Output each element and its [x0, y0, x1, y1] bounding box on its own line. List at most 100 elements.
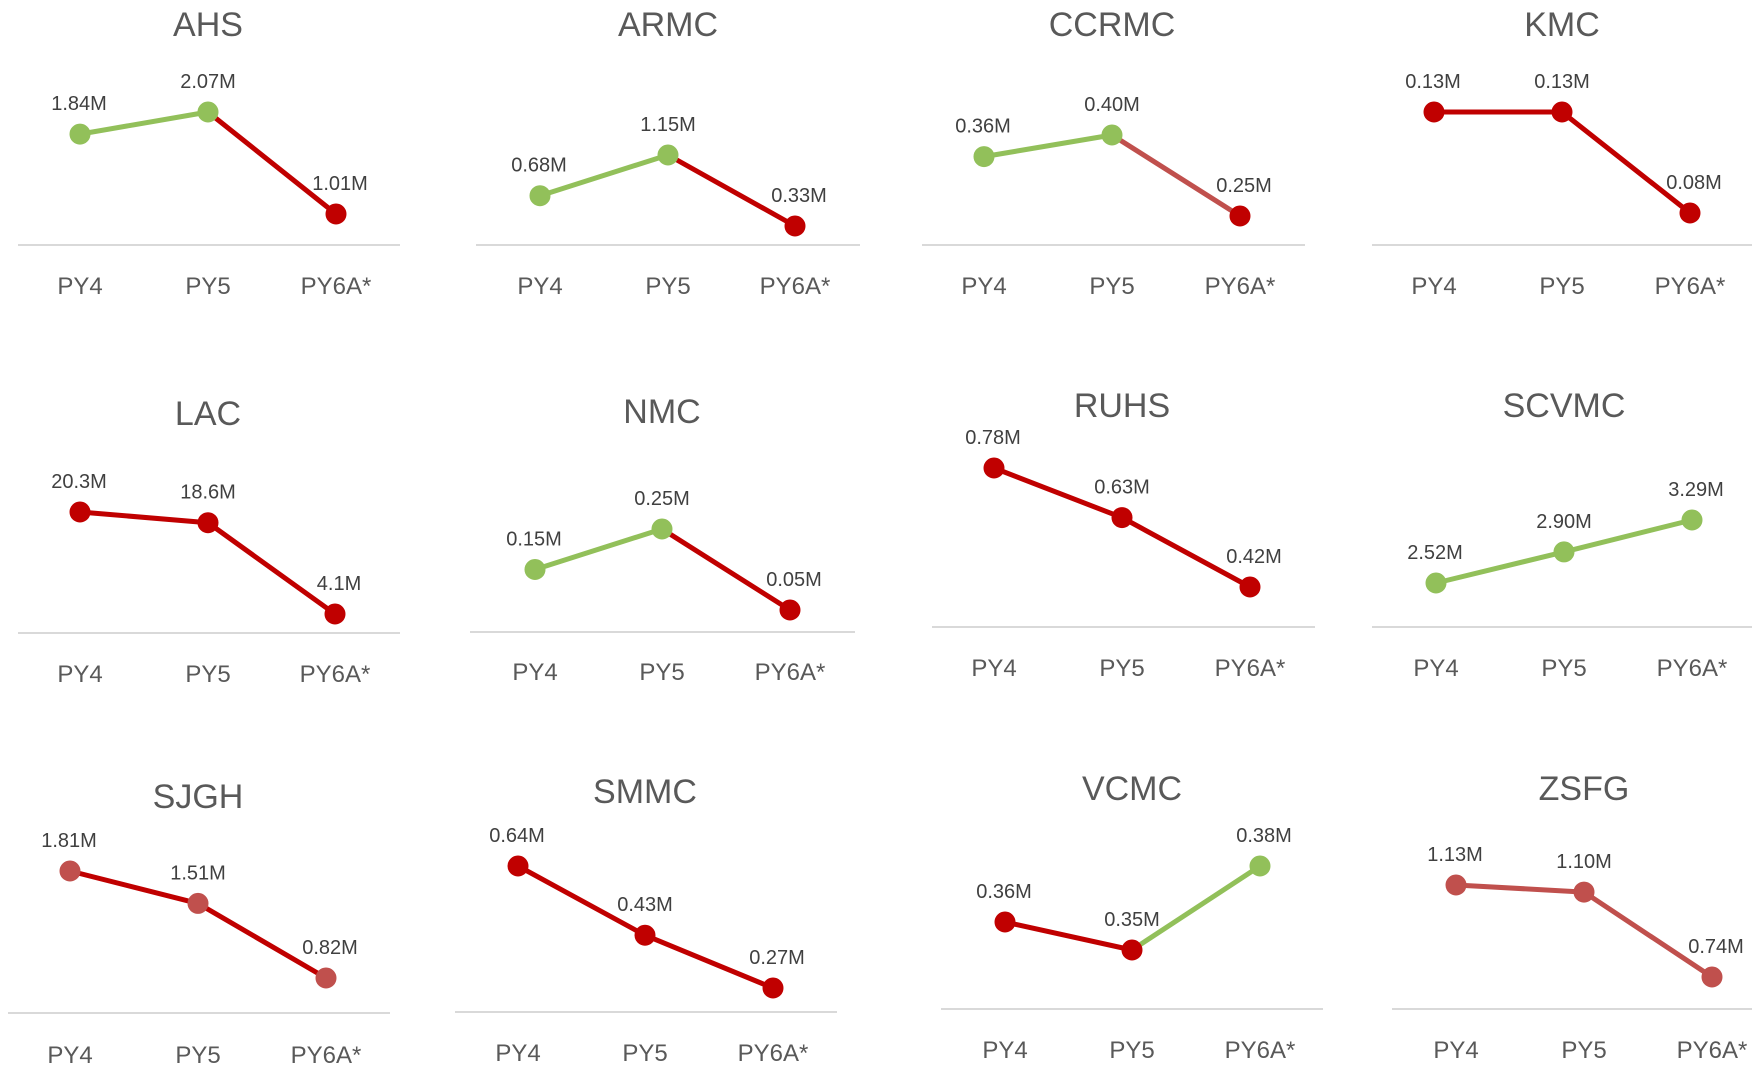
data-label: 3.29M — [1668, 479, 1724, 501]
data-point — [762, 977, 784, 999]
data-label: 0.40M — [1084, 94, 1140, 116]
data-label: 0.42M — [1226, 546, 1282, 568]
data-point — [973, 146, 995, 168]
x-tick-label: PY5 — [1099, 655, 1144, 682]
data-point — [69, 123, 91, 145]
chart-title: ARMC — [618, 6, 718, 44]
data-label: 4.1M — [317, 573, 361, 595]
series-line-segment — [205, 109, 339, 217]
x-tick-label: PY5 — [185, 661, 230, 688]
data-label: 1.51M — [170, 862, 226, 884]
x-tick-label: PY4 — [47, 1042, 92, 1067]
data-point — [1445, 874, 1467, 896]
data-label: 0.13M — [1405, 71, 1461, 93]
x-tick-label: PY4 — [57, 273, 102, 300]
data-label: 0.36M — [976, 881, 1032, 903]
chart-title: NMC — [623, 393, 700, 431]
data-point — [983, 457, 1005, 479]
data-label: 18.6M — [180, 482, 236, 504]
data-point — [1553, 541, 1575, 563]
data-point — [657, 144, 679, 166]
data-label: 0.64M — [489, 825, 545, 847]
data-point — [1425, 572, 1447, 594]
data-point — [315, 967, 337, 989]
data-label: 0.35M — [1104, 909, 1160, 931]
data-point — [1423, 101, 1445, 123]
x-tick-label: PY5 — [1541, 655, 1586, 682]
data-label: 0.27M — [749, 947, 805, 969]
chart-title: CCRMC — [1049, 6, 1176, 44]
series-line-segment — [67, 868, 201, 906]
data-point — [994, 911, 1016, 933]
data-label: 0.25M — [634, 488, 690, 510]
data-label: 0.43M — [617, 894, 673, 916]
data-point — [59, 860, 81, 882]
data-label: 0.78M — [965, 427, 1021, 449]
x-tick-label: PY5 — [1109, 1037, 1154, 1064]
x-tick-label: PY4 — [512, 659, 557, 686]
x-tick-label: PY6A* — [1677, 1037, 1748, 1064]
data-label: 1.84M — [51, 93, 107, 115]
series-line-segment — [1119, 515, 1253, 590]
x-tick-label: PY4 — [517, 273, 562, 300]
chart-title: RUHS — [1074, 387, 1170, 425]
chart-title: KMC — [1524, 6, 1600, 44]
chart-title: SCVMC — [1503, 387, 1626, 425]
chart-title: LAC — [175, 395, 241, 433]
series-line-segment — [991, 465, 1125, 521]
series-line-segment — [659, 526, 793, 613]
x-tick-label: PY6A* — [1225, 1037, 1296, 1064]
data-label: 0.05M — [766, 569, 822, 591]
data-point — [1551, 101, 1573, 123]
series-line-segment — [77, 109, 211, 137]
data-label: 1.01M — [312, 173, 368, 195]
x-tick-label: PY6A* — [755, 659, 826, 686]
series-line-segment — [205, 520, 338, 617]
x-tick-label: PY6A* — [1657, 655, 1728, 682]
series-line-segment — [532, 526, 665, 572]
series-line-segment — [1109, 132, 1243, 219]
data-point — [1249, 855, 1271, 877]
series-line-segment — [642, 932, 776, 991]
x-tick-label: PY4 — [971, 655, 1016, 682]
x-tick-label: PY4 — [1411, 273, 1456, 300]
series-line-segment — [1581, 889, 1715, 980]
chart-title: AHS — [173, 6, 243, 44]
x-tick-label: PY6A* — [760, 273, 831, 300]
data-label: 0.36M — [955, 116, 1011, 138]
data-point — [197, 101, 219, 123]
x-tick-label: PY5 — [1539, 273, 1584, 300]
data-point — [325, 203, 347, 225]
data-label: 2.07M — [180, 71, 236, 93]
chart-title: SMMC — [593, 773, 697, 811]
data-point — [779, 599, 801, 621]
data-point — [1121, 939, 1143, 961]
series-line-segment — [1433, 549, 1567, 586]
data-point — [507, 855, 529, 877]
x-tick-label: PY6A* — [300, 661, 371, 688]
series-line-segment — [1561, 517, 1695, 555]
x-tick-label: PY5 — [622, 1040, 667, 1067]
data-point — [197, 512, 219, 534]
x-tick-label: PY4 — [982, 1037, 1027, 1064]
data-point — [1681, 509, 1703, 531]
data-point — [1229, 205, 1251, 227]
data-point — [1679, 202, 1701, 224]
data-label: 0.74M — [1688, 936, 1744, 958]
data-point — [1239, 576, 1261, 598]
data-label: 0.08M — [1666, 172, 1722, 194]
series-line-segment — [1559, 109, 1693, 216]
x-tick-label: PY5 — [185, 273, 230, 300]
series-line-segment — [981, 132, 1115, 160]
data-point — [651, 518, 673, 540]
data-label: 2.52M — [1407, 542, 1463, 564]
data-label: 0.33M — [771, 185, 827, 207]
data-label: 0.68M — [511, 155, 567, 177]
x-tick-label: PY5 — [645, 273, 690, 300]
data-label: 1.13M — [1427, 844, 1483, 866]
x-tick-label: PY6A* — [738, 1040, 809, 1067]
data-point — [1701, 966, 1723, 988]
series-line-segment — [1453, 882, 1587, 895]
data-point — [529, 185, 551, 207]
